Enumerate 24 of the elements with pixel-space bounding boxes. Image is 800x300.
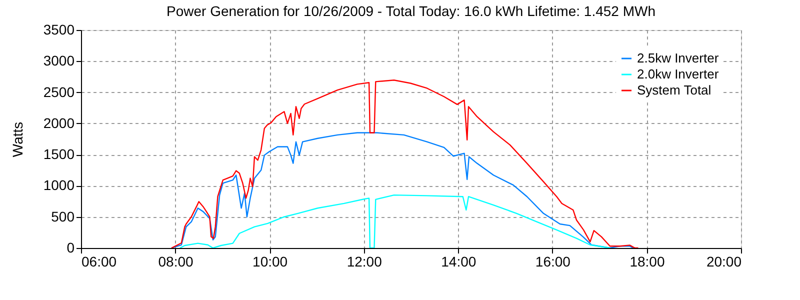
y-tick-label: 0 xyxy=(66,240,75,256)
line-series xyxy=(170,132,634,248)
y-tick-label: 500 xyxy=(51,208,75,224)
y-axis-title: Watts xyxy=(9,122,26,158)
y-tick-label: 2500 xyxy=(43,84,75,100)
y-tick-label: 1000 xyxy=(43,177,75,194)
x-tick-label: 12:00 xyxy=(346,254,382,270)
y-tick-label: 3500 xyxy=(43,22,75,38)
x-tick-label: 20:00 xyxy=(706,254,742,270)
x-tick-label: 16:00 xyxy=(535,254,571,270)
legend-label: 2.0kw Inverter xyxy=(637,66,720,82)
x-tick-label: 08:00 xyxy=(158,254,194,270)
chart-title: Power Generation for 10/26/2009 - Total Today: 16.0 kWh Lifetime: 1.452 MWh xyxy=(166,3,656,19)
x-tick-label: 14:00 xyxy=(441,254,476,270)
line-series xyxy=(170,80,639,248)
y-tick-label: 2000 xyxy=(43,114,75,131)
y-tick-label: 3000 xyxy=(43,52,75,69)
legend-label: System Total xyxy=(637,82,712,98)
y-tick-label: 1500 xyxy=(43,146,75,162)
line-series xyxy=(179,194,611,248)
x-tick-label: 10:00 xyxy=(252,254,288,270)
x-tick-label: 18:00 xyxy=(630,254,665,270)
x-tick-label: 06:00 xyxy=(82,254,117,270)
legend-label: 2.5kw Inverter xyxy=(637,50,720,66)
